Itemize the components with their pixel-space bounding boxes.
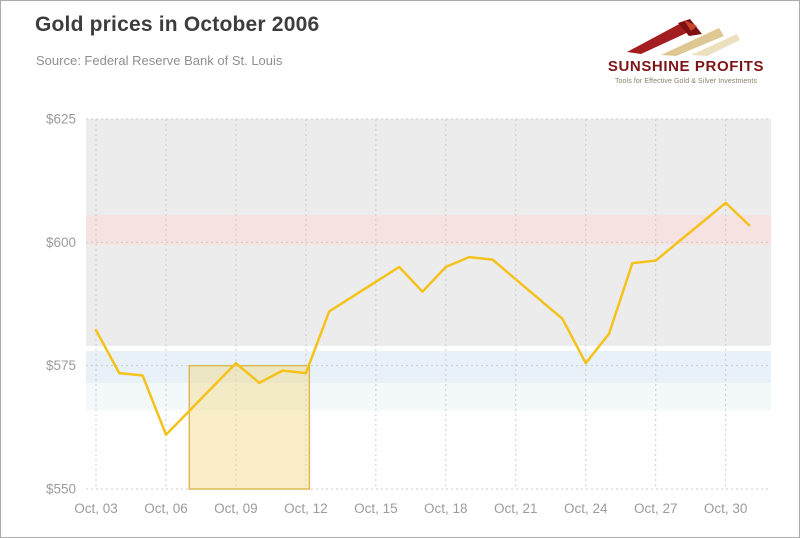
x-axis-tick-label: Oct, 21 xyxy=(494,501,538,516)
chart-source-label: Source: Federal Reserve Bank of St. Loui… xyxy=(36,53,283,68)
page-title: Gold prices in October 2006 xyxy=(35,13,320,36)
x-axis-tick-label: Oct, 12 xyxy=(284,501,328,516)
x-axis-tick-label: Oct, 27 xyxy=(634,501,678,516)
sunshine-profits-logo: SUNSHINE PROFITS Tools for Effective Gol… xyxy=(601,19,771,85)
value-band xyxy=(86,382,771,411)
x-axis-tick-label: Oct, 06 xyxy=(144,501,188,516)
value-band xyxy=(86,215,771,245)
y-axis-tick-label: $625 xyxy=(46,112,76,127)
x-axis-tick-label: Oct, 09 xyxy=(214,501,258,516)
x-axis-tick-label: Oct, 03 xyxy=(74,501,118,516)
value-band xyxy=(86,350,771,383)
logo-tagline: Tools for Effective Gold & Silver Invest… xyxy=(614,77,758,85)
x-axis-tick-label: Oct, 24 xyxy=(564,501,608,516)
x-axis-tick-label: Oct, 15 xyxy=(354,501,398,516)
y-axis-tick-label: $550 xyxy=(46,482,76,497)
logo-name: SUNSHINE PROFITS xyxy=(607,58,765,75)
x-axis-tick-label: Oct, 18 xyxy=(424,501,468,516)
y-axis-tick-label: $600 xyxy=(46,235,76,250)
y-axis-tick-label: $575 xyxy=(46,358,76,373)
highlight-box xyxy=(188,364,311,490)
gold-price-line xyxy=(94,201,751,436)
logo-arrow-icon xyxy=(627,19,740,56)
x-axis-tick-label: Oct, 30 xyxy=(704,501,748,516)
